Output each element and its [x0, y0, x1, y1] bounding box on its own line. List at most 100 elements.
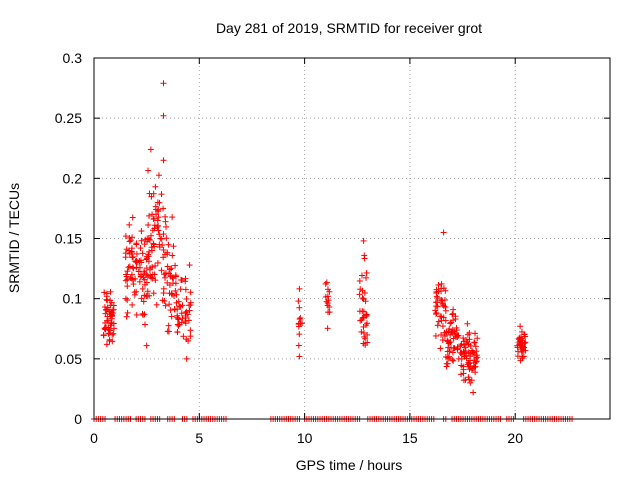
data-point [446, 325, 453, 332]
data-point [107, 297, 114, 304]
data-point [155, 206, 162, 213]
data-point [449, 349, 456, 356]
data-point [133, 311, 140, 318]
data-point [174, 315, 181, 322]
data-point [140, 298, 147, 305]
data-point [464, 331, 471, 338]
data-point [519, 355, 526, 362]
data-point [322, 293, 329, 300]
data-point [466, 376, 473, 383]
data-point [168, 313, 175, 320]
data-point [458, 371, 465, 378]
y-axis-label: SRMTID / TECUs [6, 183, 22, 293]
data-point [182, 309, 189, 316]
data-point [447, 339, 454, 346]
data-point [129, 234, 136, 241]
data-point [174, 314, 181, 321]
data-point [145, 167, 152, 174]
x-tick-label: 5 [195, 430, 203, 446]
data-point [143, 271, 150, 278]
data-point [122, 277, 129, 284]
data-point [122, 233, 129, 240]
data-point [138, 237, 145, 244]
data-point [110, 325, 117, 332]
data-point [360, 330, 367, 337]
data-point [172, 287, 179, 294]
data-point [441, 333, 448, 340]
data-point [174, 329, 181, 336]
outlier-point [160, 157, 167, 164]
data-point [149, 227, 156, 234]
data-point [149, 263, 156, 270]
data-point [324, 286, 331, 293]
data-point [170, 275, 177, 282]
data-point [517, 337, 524, 344]
data-point [152, 203, 159, 210]
data-point [440, 285, 447, 292]
data-point [109, 331, 116, 338]
data-point [434, 322, 441, 329]
data-point [296, 304, 303, 311]
outlier-point [143, 342, 150, 349]
data-point [138, 272, 145, 279]
data-point [324, 325, 331, 332]
data-point [150, 290, 157, 297]
data-point [141, 292, 148, 299]
data-point [168, 265, 175, 272]
data-point [161, 271, 168, 278]
data-point [167, 307, 174, 314]
x-tick-label: 15 [402, 430, 418, 446]
data-point [465, 341, 472, 348]
data-point [363, 312, 370, 319]
data-point [149, 211, 156, 218]
data-point [474, 354, 481, 361]
outlier-point [296, 353, 303, 360]
data-point [521, 340, 528, 347]
data-point [359, 308, 366, 315]
outlier-point [360, 237, 367, 244]
data-point [449, 356, 456, 363]
data-point [460, 335, 467, 342]
y-tick-label: 0 [74, 411, 82, 427]
data-point [186, 262, 193, 269]
data-point [168, 290, 175, 297]
data-point [103, 341, 110, 348]
data-point [467, 363, 474, 370]
data-point [145, 236, 152, 243]
data-point [471, 330, 478, 337]
data-point [437, 345, 444, 352]
data-point [470, 351, 477, 358]
data-point [169, 214, 176, 221]
data-point [187, 289, 194, 296]
data-point [155, 222, 162, 229]
data-point [356, 291, 363, 298]
data-point [123, 273, 130, 280]
data-point [433, 303, 440, 310]
data-point [133, 241, 140, 248]
data-point [144, 235, 151, 242]
data-point [123, 313, 130, 320]
outlier-point [183, 355, 190, 362]
data-point [164, 279, 171, 286]
data-point [518, 328, 525, 335]
outlier-point [147, 146, 154, 153]
data-point [442, 317, 449, 324]
data-point [161, 297, 168, 304]
data-point [160, 246, 167, 253]
data-point [137, 245, 144, 252]
y-tick-label: 0.1 [63, 291, 83, 307]
data-point [517, 323, 524, 330]
data-point [158, 267, 165, 274]
data-point [472, 343, 479, 350]
data-point [187, 333, 194, 340]
data-point [452, 313, 459, 320]
data-point [142, 281, 149, 288]
data-point [155, 172, 162, 179]
data-point [362, 298, 369, 305]
y-tick-label: 0.15 [55, 231, 82, 247]
data-point [133, 288, 140, 295]
data-point [125, 247, 132, 254]
data-point [129, 264, 136, 271]
